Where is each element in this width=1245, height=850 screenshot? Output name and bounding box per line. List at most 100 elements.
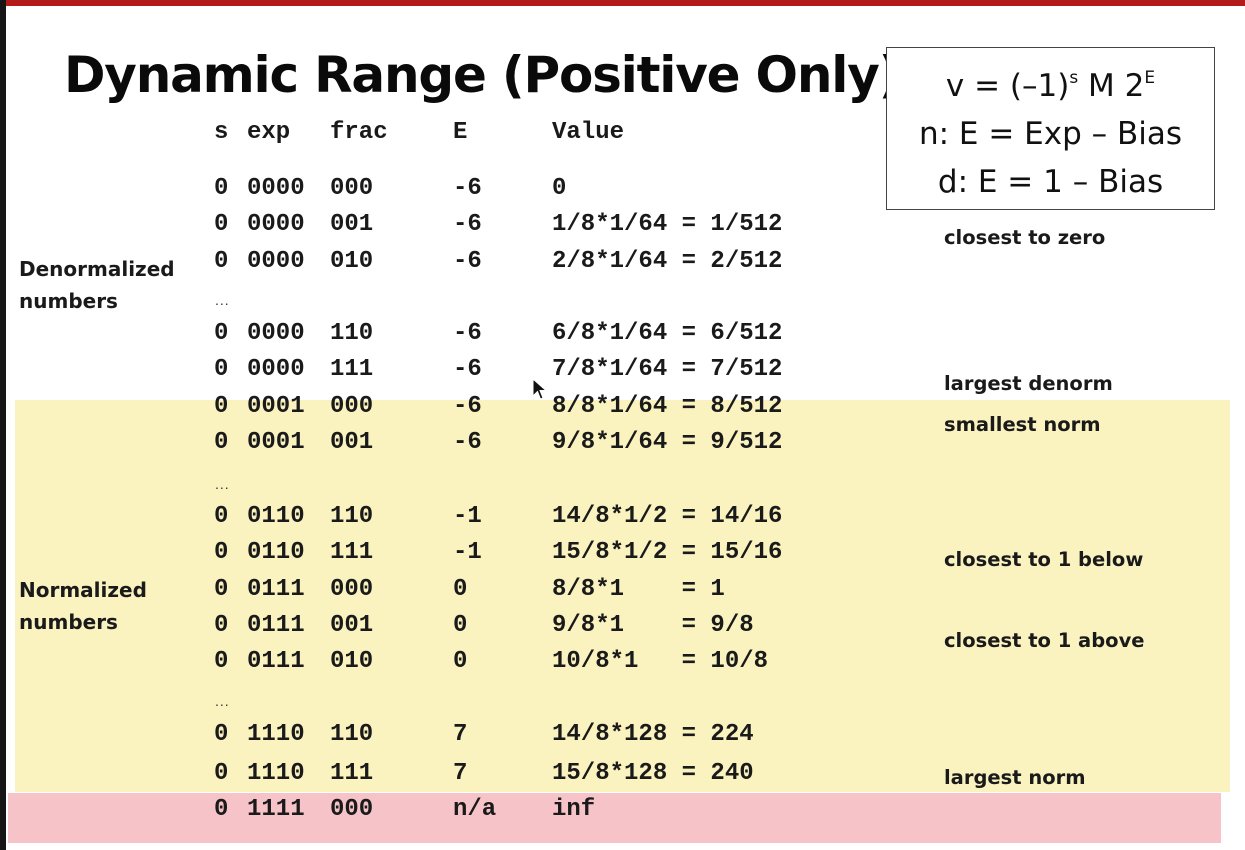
- cell-s: 0: [214, 612, 229, 639]
- header-frac: frac: [330, 119, 388, 146]
- cell-s: 0: [214, 576, 229, 603]
- cell-exp: 0000: [247, 356, 305, 383]
- cell-s: 0: [214, 796, 229, 823]
- cell-e: 7: [453, 760, 468, 787]
- cell-s: 0: [214, 429, 229, 456]
- normalized-band: [15, 400, 1230, 792]
- cell-e: -6: [453, 211, 482, 238]
- cell-e: -6: [453, 393, 482, 420]
- cell-value: 6/8*1/64 = 6/512: [552, 320, 783, 347]
- note-closest-to-zero: closest to zero: [944, 226, 1106, 249]
- cell-s: 0: [214, 648, 229, 675]
- top-accent-bar: [0, 0, 1245, 6]
- cell-value: 15/8*1/2 = 15/16: [552, 539, 783, 566]
- cell-exp: 0000: [247, 175, 305, 202]
- mouse-pointer-icon: [532, 378, 548, 400]
- ellipsis: ...: [215, 292, 230, 308]
- cell-exp: 0111: [247, 648, 305, 675]
- cell-value: 9/8*1/64 = 9/512: [552, 429, 783, 456]
- cell-value: 8/8*1 = 1: [552, 576, 725, 603]
- formula-line-normalized: n: E = Exp – Bias: [918, 116, 1183, 152]
- note-largest-norm: largest norm: [944, 766, 1086, 789]
- left-edge-bar: [0, 0, 6, 850]
- cell-s: 0: [214, 356, 229, 383]
- formula-box: v = (–1)s M 2E n: E = Exp – Bias d: E = …: [886, 47, 1215, 210]
- note-smallest-norm: smallest norm: [944, 413, 1101, 436]
- cell-frac: 110: [330, 503, 374, 530]
- cell-frac: 111: [330, 356, 374, 383]
- cell-frac: 010: [330, 648, 374, 675]
- note-largest-denorm: largest denorm: [944, 372, 1113, 395]
- cell-frac: 000: [330, 576, 374, 603]
- cell-exp: 0001: [247, 429, 305, 456]
- cell-frac: 111: [330, 539, 374, 566]
- cell-value: 14/8*1/2 = 14/16: [552, 503, 783, 530]
- cell-s: 0: [214, 721, 229, 748]
- cell-exp: 0001: [247, 393, 305, 420]
- cell-value: 15/8*128 = 240: [552, 760, 754, 787]
- cell-e: -6: [453, 429, 482, 456]
- cell-e: -1: [453, 539, 482, 566]
- cell-s: 0: [214, 760, 229, 787]
- cell-s: 0: [214, 175, 229, 202]
- cell-value: 0: [552, 175, 567, 202]
- cell-value: 8/8*1/64 = 8/512: [552, 393, 783, 420]
- cell-e: -6: [453, 175, 482, 202]
- cell-value: inf: [552, 796, 596, 823]
- cell-exp: 1110: [247, 760, 305, 787]
- normalized-label: Normalized numbers: [19, 574, 147, 638]
- note-closest-to-1-above: closest to 1 above: [944, 629, 1145, 652]
- cell-s: 0: [214, 503, 229, 530]
- slide-title: Dynamic Range (Positive Only): [64, 46, 901, 104]
- cell-s: 0: [214, 539, 229, 566]
- cell-exp: 0110: [247, 503, 305, 530]
- cell-value: 9/8*1 = 9/8: [552, 612, 754, 639]
- header-e: E: [453, 119, 468, 146]
- cell-exp: 0111: [247, 612, 305, 639]
- normalized-label-line1: Normalized: [19, 578, 147, 602]
- header-value: Value: [552, 119, 625, 146]
- header-s: s: [214, 119, 229, 146]
- cell-s: 0: [214, 320, 229, 347]
- cell-frac: 000: [330, 796, 374, 823]
- cell-exp: 0000: [247, 211, 305, 238]
- cell-e: 0: [453, 576, 468, 603]
- formula-line-denormalized: d: E = 1 – Bias: [937, 164, 1164, 200]
- denormalized-label-line2: numbers: [19, 289, 118, 313]
- cell-frac: 000: [330, 175, 374, 202]
- cell-e: -1: [453, 503, 482, 530]
- cell-value: 2/8*1/64 = 2/512: [552, 248, 783, 275]
- denormalized-label: Denormalized numbers: [19, 253, 175, 317]
- cell-frac: 001: [330, 429, 374, 456]
- cell-frac: 001: [330, 612, 374, 639]
- cell-s: 0: [214, 248, 229, 275]
- formula-line-value: v = (–1)s M 2E: [945, 68, 1156, 104]
- cell-e: -6: [453, 320, 482, 347]
- cell-exp: 0000: [247, 248, 305, 275]
- cell-exp: 1111: [247, 796, 305, 823]
- denormalized-label-line1: Denormalized: [19, 257, 175, 281]
- cell-value: 10/8*1 = 10/8: [552, 648, 769, 675]
- cell-s: 0: [214, 393, 229, 420]
- cell-frac: 110: [330, 721, 374, 748]
- cell-value: 14/8*128 = 224: [552, 721, 754, 748]
- note-closest-to-1-below: closest to 1 below: [944, 548, 1144, 571]
- ellipsis: ...: [215, 693, 230, 709]
- cell-frac: 110: [330, 320, 374, 347]
- cell-e: 0: [453, 648, 468, 675]
- ellipsis: ...: [215, 476, 230, 492]
- cell-frac: 010: [330, 248, 374, 275]
- cell-frac: 001: [330, 211, 374, 238]
- cell-exp: 0110: [247, 539, 305, 566]
- cell-value: 1/8*1/64 = 1/512: [552, 211, 783, 238]
- cell-e: n/a: [453, 796, 497, 823]
- cell-exp: 0111: [247, 576, 305, 603]
- cell-exp: 1110: [247, 721, 305, 748]
- header-exp: exp: [247, 119, 291, 146]
- cell-e: 0: [453, 612, 468, 639]
- cell-exp: 0000: [247, 320, 305, 347]
- normalized-label-line2: numbers: [19, 610, 118, 634]
- cell-value: 7/8*1/64 = 7/512: [552, 356, 783, 383]
- cell-e: 7: [453, 721, 468, 748]
- cell-s: 0: [214, 211, 229, 238]
